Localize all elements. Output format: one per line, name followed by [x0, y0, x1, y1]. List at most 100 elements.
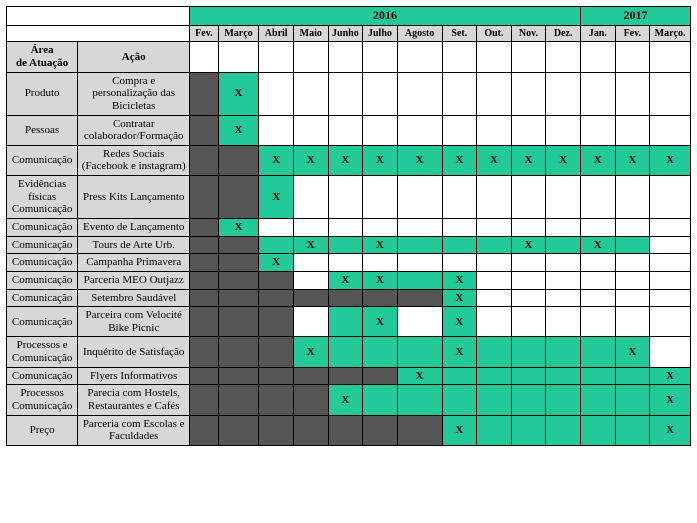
schedule-cell [511, 307, 546, 337]
area-cell: Comunicação [7, 367, 78, 385]
schedule-cell [259, 307, 294, 337]
schedule-cell [190, 236, 218, 254]
schedule-cell [363, 337, 398, 367]
schedule-cell: X [218, 72, 259, 115]
schedule-cell [477, 115, 512, 145]
table-row: ComunicaçãoCampanha PrimaveraX [7, 254, 691, 272]
schedule-cell [511, 218, 546, 236]
table-row: PessoasContratar colaborador/FormaçãoX [7, 115, 691, 145]
schedule-cell [442, 254, 477, 272]
spacer-cell [442, 42, 477, 72]
schedule-cell [328, 415, 363, 445]
schedule-cell [363, 367, 398, 385]
spacer-cell [546, 42, 581, 72]
schedule-cell: X [580, 145, 615, 175]
schedule-cell [477, 72, 512, 115]
schedule-cell [615, 72, 650, 115]
table-row: ComunicaçãoEvento de LançamentoX [7, 218, 691, 236]
schedule-cell [650, 307, 691, 337]
schedule-cell [293, 218, 328, 236]
action-cell: Parceria com Escolas e Faculdades [78, 415, 190, 445]
spacer-cell [328, 42, 363, 72]
table-row: PreçoParceria com Escolas e FaculdadesXX [7, 415, 691, 445]
schedule-cell [190, 289, 218, 307]
schedule-cell [580, 337, 615, 367]
area-cell: Comunicação [7, 271, 78, 289]
spacer-cell [190, 42, 218, 72]
schedule-cell [580, 367, 615, 385]
area-cell: Produto [7, 72, 78, 115]
schedule-cell [615, 236, 650, 254]
schedule-cell [190, 271, 218, 289]
month-header: Jan. [580, 25, 615, 42]
action-cell: Parceria MEO Outjazz [78, 271, 190, 289]
schedule-cell [397, 337, 442, 367]
schedule-cell: X [328, 271, 363, 289]
month-header: Maio [293, 25, 328, 42]
month-header: Março [218, 25, 259, 42]
schedule-cell [511, 271, 546, 289]
schedule-cell [328, 367, 363, 385]
schedule-cell [580, 72, 615, 115]
schedule-cell [397, 236, 442, 254]
schedule-cell [259, 72, 294, 115]
table-row: ComunicaçãoSetembro SaudávelX [7, 289, 691, 307]
action-cell: Redes Sociais (Facebook e instagram) [78, 145, 190, 175]
schedule-cell [328, 289, 363, 307]
schedule-cell [218, 337, 259, 367]
schedule-cell [363, 254, 398, 272]
schedule-cell [650, 72, 691, 115]
schedule-cell [580, 385, 615, 415]
month-header: Set. [442, 25, 477, 42]
schedule-cell [477, 307, 512, 337]
schedule-cell [546, 271, 581, 289]
area-cell: Preço [7, 415, 78, 445]
schedule-cell [259, 337, 294, 367]
table-row: ComunicaçãoRedes Sociais (Facebook e ins… [7, 145, 691, 175]
schedule-cell [511, 367, 546, 385]
schedule-cell [615, 271, 650, 289]
schedule-cell: X [218, 115, 259, 145]
schedule-cell [511, 385, 546, 415]
area-cell: Comunicação [7, 289, 78, 307]
schedule-cell [293, 72, 328, 115]
schedule-cell [190, 176, 218, 219]
action-cell: Contratar colaborador/Formação [78, 115, 190, 145]
schedule-cell: X [650, 367, 691, 385]
schedule-cell [580, 254, 615, 272]
schedule-cell: X [397, 367, 442, 385]
action-cell: Press Kits Lançamento [78, 176, 190, 219]
schedule-cell [363, 385, 398, 415]
schedule-cell [397, 218, 442, 236]
schedule-cell [363, 218, 398, 236]
blank-topleft [7, 7, 190, 26]
schedule-cell [328, 337, 363, 367]
schedule-cell [397, 254, 442, 272]
schedule-cell [218, 385, 259, 415]
schedule-cell [293, 415, 328, 445]
schedule-cell [328, 176, 363, 219]
schedule-cell [615, 218, 650, 236]
month-header: Agosto [397, 25, 442, 42]
schedule-cell [615, 415, 650, 445]
schedule-cell [615, 115, 650, 145]
year-2016-header: 2016 [190, 7, 581, 26]
schedule-cell [218, 145, 259, 175]
spacer-cell [580, 42, 615, 72]
spacer-cell [218, 42, 259, 72]
schedule-cell [615, 289, 650, 307]
schedule-cell [477, 271, 512, 289]
schedule-cell [615, 254, 650, 272]
schedule-cell [650, 176, 691, 219]
schedule-cell: X [650, 145, 691, 175]
schedule-cell [442, 176, 477, 219]
schedule-table: 20162017Fev.MarçoAbrilMaioJunhoJulhoAgos… [6, 6, 691, 446]
month-header: Abril [259, 25, 294, 42]
action-cell: Parecia com Hostels, Restaurantes e Café… [78, 385, 190, 415]
area-cell: Comunicação [7, 307, 78, 337]
schedule-cell [397, 415, 442, 445]
schedule-cell [397, 271, 442, 289]
schedule-cell [293, 176, 328, 219]
schedule-cell [442, 385, 477, 415]
area-header: Áreade Atuação [7, 42, 78, 72]
